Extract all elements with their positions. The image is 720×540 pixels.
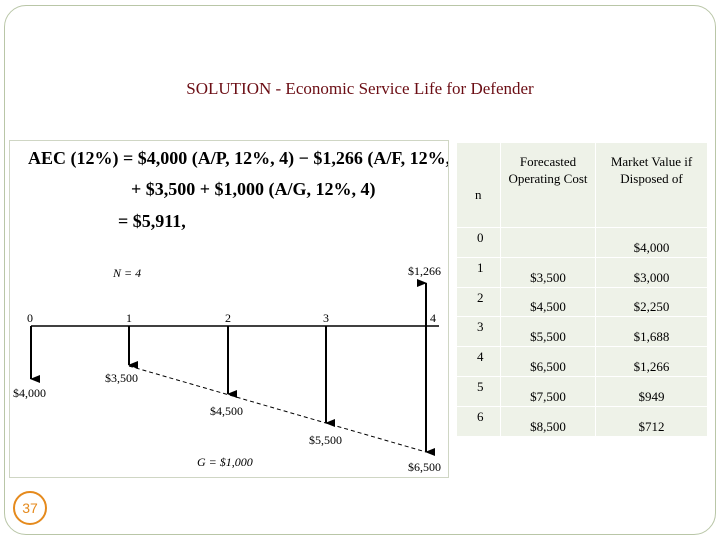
period-count-label: N = 4 [112,266,141,280]
gradient-dashed-line [128,365,427,453]
outflow-label-3: $5,500 [309,433,342,447]
period-label-3: 3 [323,311,329,325]
header-n: n [456,142,501,228]
cell-market: $1,266 [595,346,708,377]
salvage-inflow-label: $1,266 [408,264,441,278]
page-number-badge: 37 [13,491,47,525]
period-label-2: 2 [225,311,231,325]
table-row: 6 $8,500 $712 [456,405,708,437]
cell-market: $3,000 [595,256,708,288]
initial-outflow-label: $4,000 [13,386,46,400]
cash-flow-svg: AEC (12%) = $4,000 (A/P, 12%, 4) − $1,26… [13,148,448,474]
table-header-row: n Forecasted Operating Cost Market Value… [456,142,708,228]
cell-n: 6 [456,405,501,437]
cell-cost [500,227,596,258]
cell-cost: $3,500 [500,256,596,288]
cell-cost: $6,500 [500,346,596,377]
cell-n: 3 [456,316,501,348]
cell-n: 1 [456,256,501,288]
cell-n: 2 [456,286,501,318]
table-row: 5 $7,500 $949 [456,375,708,407]
cell-market: $2,250 [595,286,708,318]
cell-n: 0 [456,227,501,258]
period-label-0: 0 [27,311,33,325]
table-row: 1 $3,500 $3,000 [456,256,708,288]
outflow-label-1: $3,500 [105,371,138,385]
period-label-1: 1 [126,311,132,325]
outflow-label-4: $6,500 [408,460,441,474]
header-market-value: Market Value if Disposed of [595,142,708,228]
cell-n: 5 [456,375,501,407]
cell-market: $1,688 [595,316,708,348]
period-label-4: 4 [430,311,436,325]
cell-n: 4 [456,346,501,377]
cell-market: $4,000 [595,227,708,258]
table-row: 3 $5,500 $1,688 [456,316,708,348]
cost-market-table: n Forecasted Operating Cost Market Value… [456,142,708,437]
cell-cost: $4,500 [500,286,596,318]
cell-cost: $7,500 [500,375,596,407]
formula-line-2: + $3,500 + $1,000 (A/G, 12%, 4) [131,179,376,200]
table-row: 2 $4,500 $2,250 [456,286,708,318]
formula-line-1: AEC (12%) = $4,000 (A/P, 12%, 4) − $1,26… [28,148,448,169]
cell-cost: $5,500 [500,316,596,348]
formula-line-3: = $5,911, [118,211,186,231]
table-row: 4 $6,500 $1,266 [456,346,708,377]
cell-cost: $8,500 [500,405,596,437]
gradient-label: G = $1,000 [197,455,253,469]
table-row: 0 $4,000 [456,227,708,258]
cell-market: $712 [595,405,708,437]
header-operating-cost: Forecasted Operating Cost [500,142,596,228]
cash-flow-figure: AEC (12%) = $4,000 (A/P, 12%, 4) − $1,26… [9,140,449,478]
slide-title: SOLUTION - Economic Service Life for Def… [186,79,534,98]
cell-market: $949 [595,375,708,407]
outflow-label-2: $4,500 [210,404,243,418]
